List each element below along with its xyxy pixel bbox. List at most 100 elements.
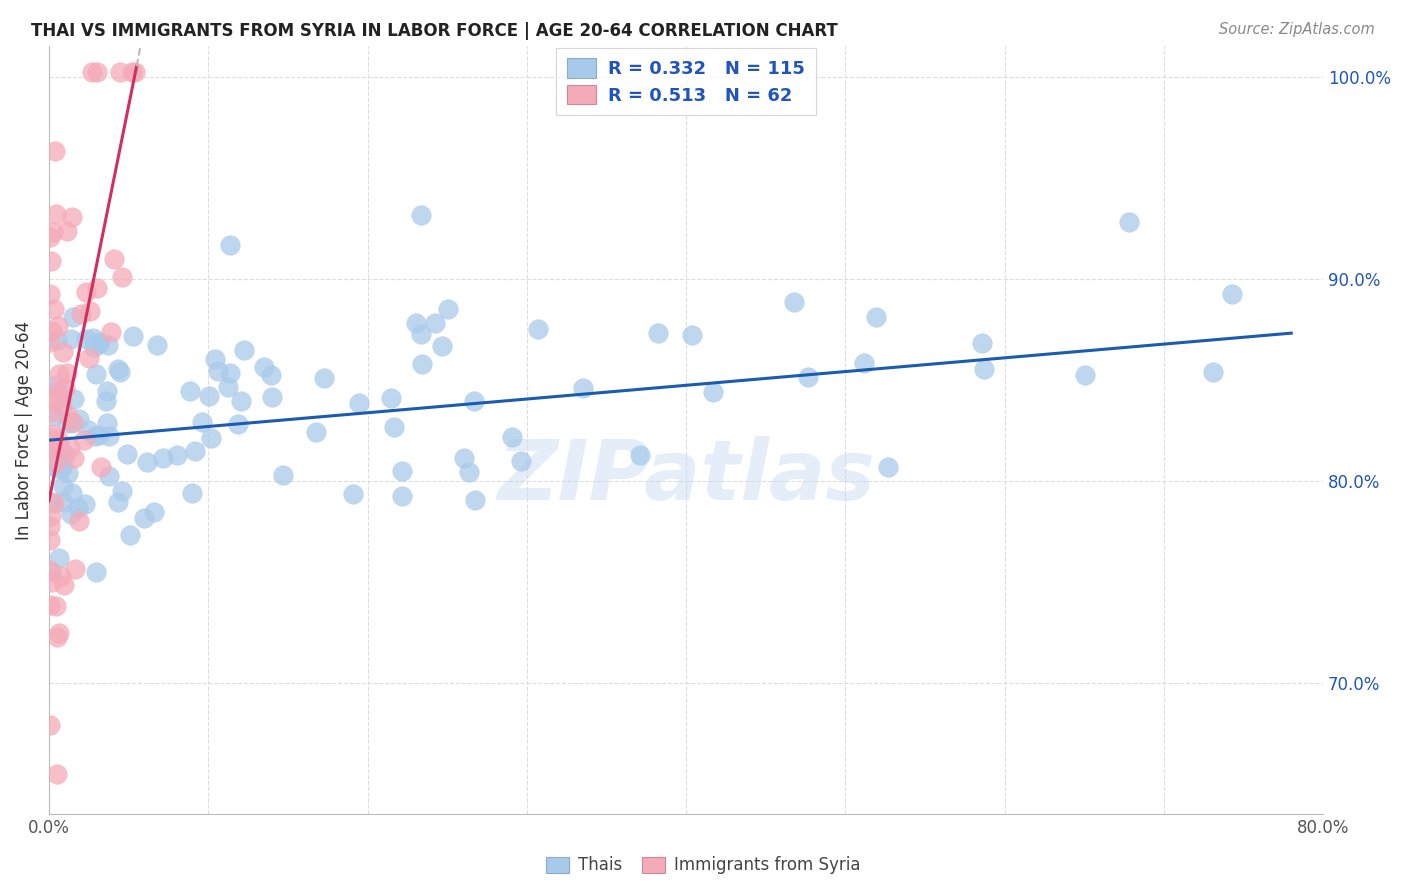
Point bbox=[52, 345, 75, 359]
Point bbox=[865, 310, 887, 324]
Point bbox=[86, 65, 108, 79]
Point bbox=[145, 338, 167, 352]
Point bbox=[39, 508, 62, 523]
Point bbox=[108, 365, 131, 379]
Point bbox=[67, 412, 90, 426]
Point bbox=[48, 625, 70, 640]
Point bbox=[46, 630, 69, 644]
Point bbox=[45, 599, 67, 613]
Point bbox=[75, 285, 97, 300]
Point bbox=[59, 441, 82, 455]
Point bbox=[42, 409, 65, 423]
Point bbox=[107, 494, 129, 508]
Point bbox=[38, 393, 60, 408]
Point bbox=[200, 431, 222, 445]
Point bbox=[702, 384, 724, 399]
Point bbox=[51, 443, 73, 458]
Point bbox=[46, 766, 69, 780]
Point bbox=[59, 332, 82, 346]
Point bbox=[96, 416, 118, 430]
Point bbox=[1074, 368, 1097, 383]
Point bbox=[79, 304, 101, 318]
Point bbox=[181, 485, 204, 500]
Point bbox=[136, 455, 159, 469]
Point bbox=[60, 210, 83, 224]
Point bbox=[60, 486, 83, 500]
Point bbox=[49, 462, 72, 476]
Point bbox=[111, 483, 134, 498]
Point bbox=[572, 381, 595, 395]
Point bbox=[51, 458, 73, 472]
Point bbox=[39, 405, 62, 419]
Point bbox=[56, 367, 79, 381]
Point bbox=[82, 331, 104, 345]
Point bbox=[228, 417, 250, 432]
Point bbox=[41, 575, 63, 590]
Point bbox=[124, 65, 146, 79]
Point bbox=[44, 460, 66, 475]
Point bbox=[41, 451, 63, 466]
Point bbox=[271, 467, 294, 482]
Point bbox=[409, 208, 432, 222]
Point bbox=[90, 460, 112, 475]
Point bbox=[117, 447, 139, 461]
Point bbox=[262, 390, 284, 404]
Point bbox=[41, 458, 63, 473]
Point bbox=[84, 429, 107, 443]
Point bbox=[179, 384, 201, 398]
Point bbox=[80, 65, 103, 79]
Point bbox=[73, 497, 96, 511]
Point bbox=[197, 389, 219, 403]
Point bbox=[42, 450, 65, 465]
Point bbox=[62, 415, 84, 429]
Point bbox=[1202, 365, 1225, 379]
Point bbox=[41, 254, 63, 268]
Point bbox=[86, 565, 108, 579]
Point bbox=[56, 467, 79, 481]
Point bbox=[464, 493, 486, 508]
Point bbox=[681, 327, 703, 342]
Point bbox=[67, 514, 90, 528]
Point bbox=[411, 358, 433, 372]
Point bbox=[75, 332, 97, 346]
Point bbox=[204, 352, 226, 367]
Legend: R = 0.332   N = 115, R = 0.513   N = 62: R = 0.332 N = 115, R = 0.513 N = 62 bbox=[555, 47, 815, 115]
Point bbox=[96, 338, 118, 352]
Point bbox=[53, 381, 76, 395]
Point bbox=[69, 307, 91, 321]
Point bbox=[509, 454, 531, 468]
Point bbox=[218, 238, 240, 252]
Point bbox=[260, 368, 283, 383]
Point bbox=[44, 144, 66, 158]
Point bbox=[48, 434, 70, 449]
Point bbox=[391, 489, 413, 503]
Point bbox=[89, 337, 111, 351]
Point bbox=[430, 339, 453, 353]
Point bbox=[48, 367, 70, 381]
Point bbox=[527, 322, 550, 336]
Point bbox=[152, 451, 174, 466]
Point bbox=[39, 563, 62, 577]
Point bbox=[42, 496, 65, 510]
Point bbox=[42, 384, 65, 399]
Point bbox=[39, 335, 62, 350]
Point bbox=[67, 500, 90, 515]
Y-axis label: In Labor Force | Age 20-64: In Labor Force | Age 20-64 bbox=[15, 320, 32, 540]
Point bbox=[41, 324, 63, 338]
Text: ZIPatlas: ZIPatlas bbox=[498, 435, 875, 516]
Point bbox=[94, 394, 117, 409]
Point bbox=[42, 426, 65, 441]
Point bbox=[132, 511, 155, 525]
Point bbox=[103, 252, 125, 267]
Point bbox=[229, 394, 252, 409]
Point bbox=[44, 456, 66, 470]
Point bbox=[100, 325, 122, 339]
Point bbox=[183, 443, 205, 458]
Point bbox=[233, 343, 256, 357]
Point bbox=[349, 396, 371, 410]
Point bbox=[46, 333, 69, 347]
Point bbox=[852, 356, 875, 370]
Point bbox=[207, 364, 229, 378]
Point bbox=[42, 301, 65, 316]
Point bbox=[463, 393, 485, 408]
